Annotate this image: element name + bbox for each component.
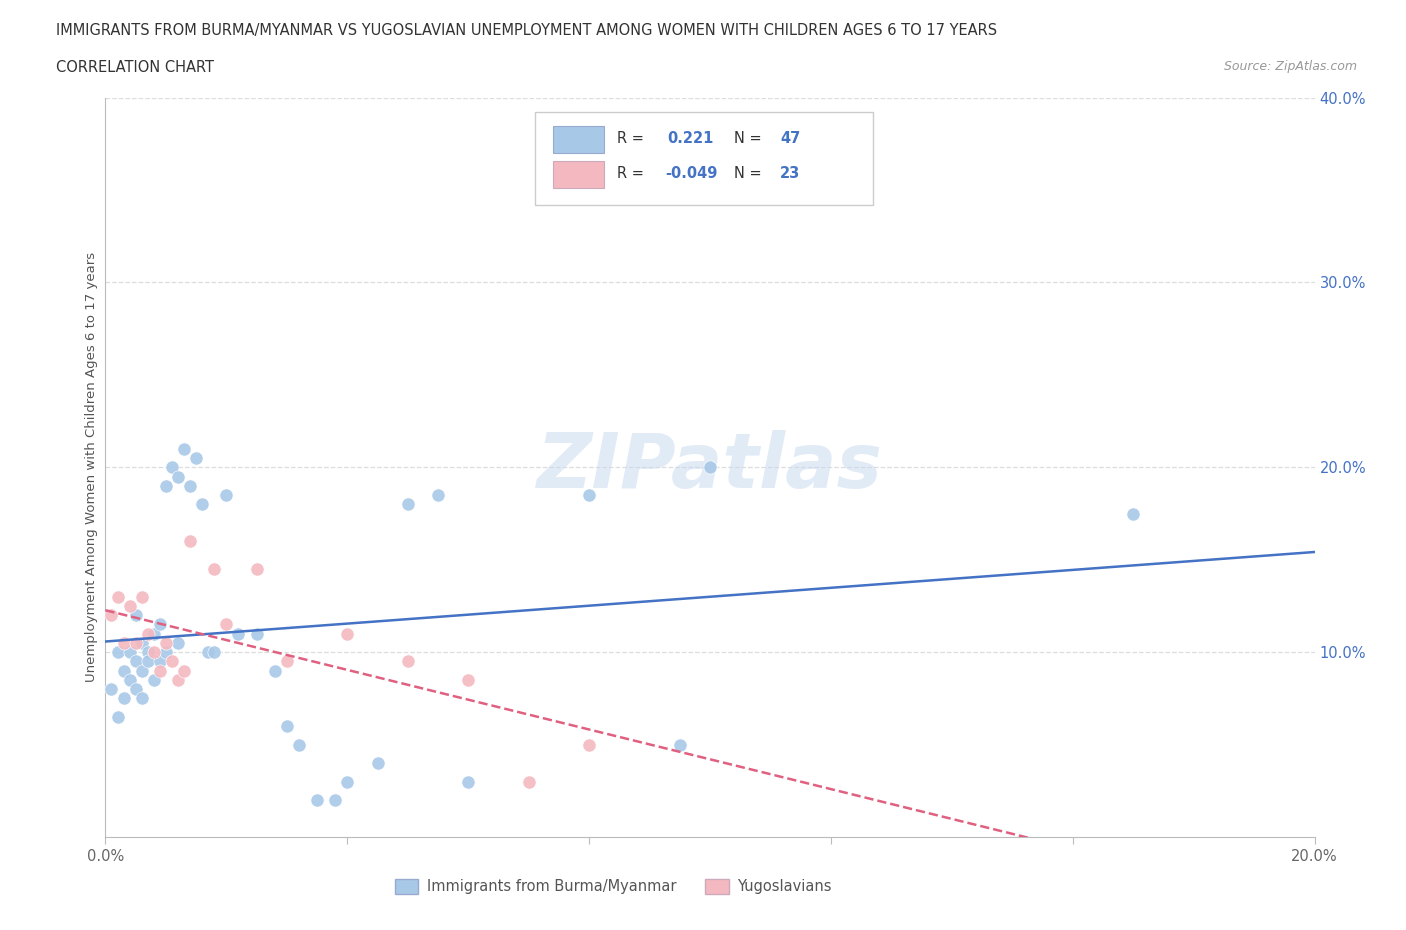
Point <box>426 487 449 502</box>
Point <box>396 497 419 512</box>
Point <box>245 562 267 577</box>
Point <box>167 635 190 650</box>
Point <box>149 654 172 669</box>
Text: 0.221: 0.221 <box>668 131 714 146</box>
Point <box>202 644 225 659</box>
Text: Source: ZipAtlas.com: Source: ZipAtlas.com <box>1223 60 1357 73</box>
Point <box>131 635 153 650</box>
Point <box>288 737 311 752</box>
Point <box>263 663 285 678</box>
Point <box>160 654 183 669</box>
Point <box>517 774 540 789</box>
Point <box>124 608 148 623</box>
FancyBboxPatch shape <box>534 113 873 205</box>
Text: IMMIGRANTS FROM BURMA/MYANMAR VS YUGOSLAVIAN UNEMPLOYMENT AMONG WOMEN WITH CHILD: IMMIGRANTS FROM BURMA/MYANMAR VS YUGOSLA… <box>56 23 997 38</box>
Y-axis label: Unemployment Among Women with Children Ages 6 to 17 years: Unemployment Among Women with Children A… <box>84 252 98 683</box>
Point <box>118 672 141 687</box>
Point <box>669 737 692 752</box>
Point <box>197 644 219 659</box>
Point <box>578 487 600 502</box>
FancyBboxPatch shape <box>553 126 603 153</box>
Point <box>1122 506 1144 521</box>
Point <box>276 719 298 734</box>
Point <box>107 710 129 724</box>
Point <box>149 663 172 678</box>
Point <box>336 626 359 641</box>
Text: R =: R = <box>617 131 644 146</box>
Point <box>131 691 153 706</box>
Point <box>142 644 165 659</box>
Point <box>155 644 177 659</box>
Text: 23: 23 <box>780 166 800 181</box>
Point <box>136 654 159 669</box>
Point <box>336 774 359 789</box>
Point <box>323 792 346 807</box>
Point <box>307 792 329 807</box>
Point <box>179 478 201 493</box>
Point <box>107 644 129 659</box>
Point <box>167 672 190 687</box>
Point <box>112 663 135 678</box>
FancyBboxPatch shape <box>553 161 603 188</box>
Text: R =: R = <box>617 166 644 181</box>
Point <box>136 626 159 641</box>
Text: -0.049: -0.049 <box>665 166 717 181</box>
Point <box>131 663 153 678</box>
Text: N =: N = <box>734 166 762 181</box>
Point <box>215 487 238 502</box>
Point <box>142 672 165 687</box>
Point <box>215 617 238 631</box>
Text: 47: 47 <box>780 131 800 146</box>
Point <box>276 654 298 669</box>
Point <box>699 459 721 474</box>
Point <box>155 635 177 650</box>
Text: CORRELATION CHART: CORRELATION CHART <box>56 60 214 75</box>
Point <box>149 617 172 631</box>
Point <box>179 534 201 549</box>
Point <box>167 469 190 484</box>
Legend: Immigrants from Burma/Myanmar, Yugoslavians: Immigrants from Burma/Myanmar, Yugoslavi… <box>389 873 838 900</box>
Text: ZIPatlas: ZIPatlas <box>537 431 883 504</box>
Point <box>173 442 195 457</box>
Point <box>186 451 208 466</box>
Point <box>112 635 135 650</box>
Point <box>107 590 129 604</box>
Point <box>155 478 177 493</box>
Point <box>118 644 141 659</box>
Point <box>191 497 214 512</box>
Point <box>124 635 148 650</box>
Point <box>457 774 479 789</box>
Point <box>100 682 122 697</box>
Point <box>100 608 122 623</box>
Point <box>124 654 148 669</box>
Point <box>396 654 419 669</box>
Point <box>136 644 159 659</box>
Point <box>118 599 141 614</box>
Point <box>245 626 267 641</box>
Point <box>160 459 183 474</box>
Point <box>142 626 165 641</box>
Text: N =: N = <box>734 131 762 146</box>
Point <box>112 691 135 706</box>
Point <box>124 682 148 697</box>
Point <box>366 755 388 770</box>
Point <box>578 737 600 752</box>
Point <box>202 562 225 577</box>
Point <box>131 590 153 604</box>
Point <box>173 663 195 678</box>
Point <box>228 626 250 641</box>
Point <box>457 672 479 687</box>
